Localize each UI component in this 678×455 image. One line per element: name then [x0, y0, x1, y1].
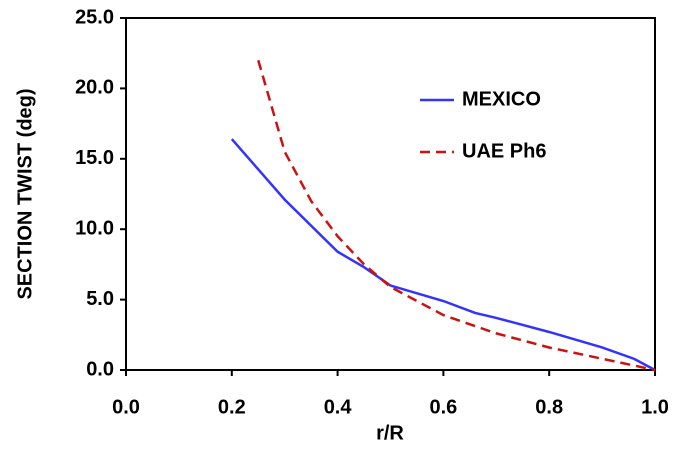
- legend-label: MEXICO: [462, 88, 541, 110]
- y-tick-label: 10.0: [75, 217, 114, 239]
- x-tick-label: 0.6: [429, 396, 457, 418]
- x-tick-label: 0.4: [324, 396, 353, 418]
- x-tick-label: 1.0: [641, 396, 669, 418]
- y-tick-label: 0.0: [86, 358, 114, 380]
- series-line: [230, 138, 656, 372]
- y-tick-label: 5.0: [86, 288, 114, 310]
- x-tick-label: 0.2: [218, 396, 246, 418]
- legend-label: UAE Ph6: [462, 140, 546, 162]
- series-line: [257, 59, 656, 372]
- plot-frame: [125, 17, 656, 371]
- x-axis-label: r/R: [376, 422, 404, 444]
- x-tick-label: 0.8: [535, 396, 563, 418]
- x-tick-label: 0.0: [112, 396, 140, 418]
- y-tick-label: 20.0: [75, 77, 114, 99]
- y-axis-label: SECTION TWIST (deg): [14, 88, 36, 299]
- y-tick-label: 15.0: [75, 147, 114, 169]
- y-tick-label: 25.0: [75, 6, 114, 28]
